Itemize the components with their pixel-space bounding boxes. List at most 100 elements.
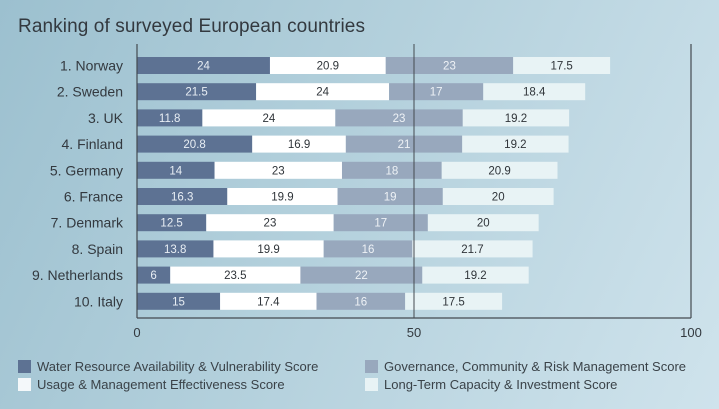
bar-segment [137, 188, 228, 205]
data-label: 19.2 [464, 270, 486, 282]
data-label: 11.8 [159, 113, 181, 125]
bar-segment [412, 240, 533, 258]
category-label: 8. Spain [72, 241, 123, 257]
legend-item-water-resource: Water Resource Availability & Vulnerabil… [18, 357, 318, 375]
bar-segment [137, 266, 171, 284]
bar-segment [462, 109, 570, 127]
data-label: 21.7 [461, 244, 483, 256]
legend-label: Usage & Management Effectiveness Score [37, 376, 285, 392]
data-label: 23.5 [224, 270, 246, 282]
bar-segment [316, 292, 406, 310]
data-label: 20 [492, 192, 505, 204]
data-label: 17.5 [442, 296, 464, 308]
bar-segment [337, 188, 443, 205]
data-label: 23 [443, 61, 456, 73]
legend-swatch [18, 377, 31, 391]
data-label: 20.9 [317, 61, 339, 73]
bar-segment [137, 135, 253, 153]
data-label: 24 [262, 113, 275, 125]
category-label: 1. Norway [60, 58, 123, 74]
legend-swatch [365, 377, 378, 391]
data-label: 19.9 [271, 192, 293, 204]
data-label: 23 [272, 165, 285, 177]
bar-segment [137, 83, 257, 101]
data-label: 17 [430, 87, 443, 99]
data-label: 17.4 [257, 296, 280, 308]
bar-segment [483, 83, 586, 101]
category-label: 6. France [64, 189, 123, 205]
legend-swatch [18, 359, 31, 373]
legend-right: Governance, Community & Risk Management … [365, 357, 686, 393]
category-label: 4. Finland [62, 136, 123, 152]
data-label: 21 [398, 139, 411, 151]
data-label: 12.5 [160, 218, 182, 230]
data-label: 18 [385, 165, 398, 177]
data-label: 19.2 [504, 139, 526, 151]
bar-segment [405, 292, 503, 310]
data-label: 23 [264, 218, 277, 230]
bar-segment [137, 240, 214, 258]
bar-segment [137, 57, 270, 74]
data-label: 20.9 [488, 165, 510, 177]
legend-item-long-term-capacity: Long-Term Capacity & Investment Score [365, 375, 686, 393]
legend-item-governance: Governance, Community & Risk Management … [365, 357, 686, 375]
x-tick-label: 50 [407, 325, 421, 340]
bar-segment [389, 83, 484, 101]
bar-segment [137, 292, 221, 310]
bar-segment [442, 188, 554, 205]
bar-segment [220, 292, 317, 310]
bar-segment [170, 266, 301, 284]
bar-segment [137, 214, 207, 232]
bar-segment [385, 57, 514, 74]
data-label: 22 [355, 270, 368, 282]
data-label: 19.9 [257, 244, 279, 256]
bar-segment [441, 161, 558, 179]
category-label: 9. Netherlands [32, 267, 123, 283]
data-label: 20 [477, 218, 490, 230]
legend-item-usage-management: Usage & Management Effectiveness Score [18, 375, 318, 393]
bar-segment [341, 161, 442, 179]
data-label: 14 [169, 165, 182, 177]
bar-segment [300, 266, 423, 284]
data-label: 24 [197, 61, 210, 73]
bar-segment [513, 57, 611, 74]
bar-segment [462, 135, 569, 153]
category-label: 5. Germany [50, 162, 123, 178]
data-label: 19 [384, 192, 397, 204]
data-label: 13.8 [164, 244, 186, 256]
bar-segment [335, 109, 463, 127]
data-label: 6 [150, 270, 156, 282]
data-label: 16.9 [288, 139, 310, 151]
bar-segment [269, 57, 386, 74]
x-tick-label: 0 [133, 325, 140, 340]
data-label: 16 [362, 244, 375, 256]
category-label: 2. Sweden [57, 84, 123, 100]
category-label: 3. UK [88, 110, 124, 126]
bar-segment [427, 214, 539, 232]
bar-segment [323, 240, 413, 258]
bar-segment [137, 109, 203, 127]
legend-label: Governance, Community & Risk Management … [384, 358, 687, 374]
bar-segment [137, 161, 215, 179]
legend-left: Water Resource Availability & Vulnerabil… [18, 357, 318, 393]
chart-title: Ranking of surveyed European countries [18, 16, 366, 37]
bar-segment [333, 214, 428, 232]
category-label: 10. Italy [74, 293, 123, 309]
x-tick-label: 100 [680, 325, 702, 340]
bar-segment [213, 240, 324, 258]
data-label: 21.5 [185, 87, 207, 99]
data-label: 23 [393, 113, 406, 125]
bar-segment [422, 266, 529, 284]
data-label: 15 [172, 296, 185, 308]
legend-swatch [365, 359, 378, 373]
bar-segment [345, 135, 463, 153]
data-label: 17 [374, 218, 387, 230]
bar-segment [202, 109, 336, 127]
bar-segment [252, 135, 346, 153]
bar-segment [227, 188, 338, 205]
data-label: 17.5 [550, 61, 572, 73]
bar-segment [214, 161, 342, 179]
data-label: 16 [354, 296, 367, 308]
data-label: 16.3 [171, 192, 193, 204]
legend-label: Water Resource Availability & Vulnerabil… [37, 358, 319, 374]
